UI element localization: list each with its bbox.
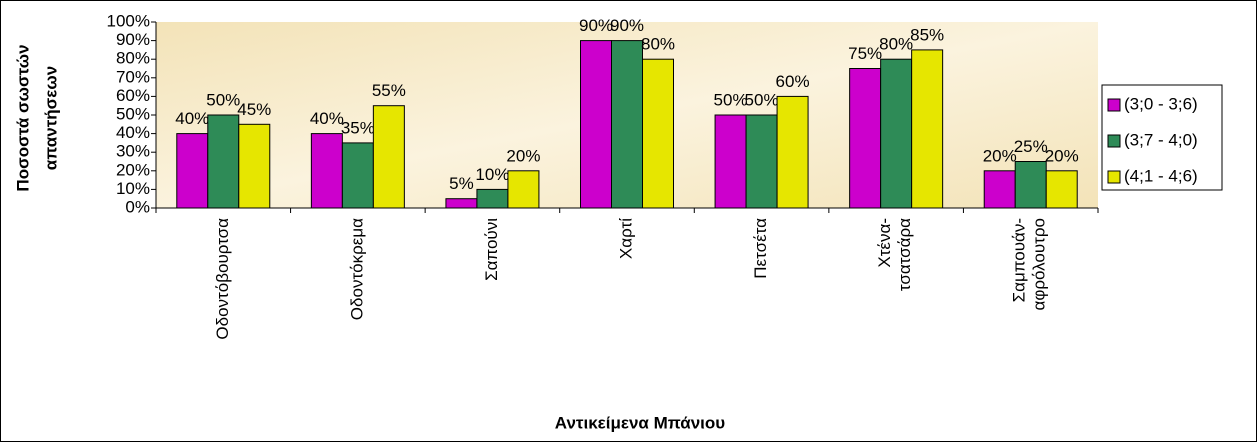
value-label: 55% xyxy=(372,81,406,100)
value-label: 10% xyxy=(475,165,509,184)
y-axis-label: απαντήσεων xyxy=(41,66,60,170)
bar xyxy=(341,142,374,209)
y-tick-label: 90% xyxy=(116,30,150,49)
value-label: 50% xyxy=(745,90,779,109)
bar xyxy=(1045,170,1078,209)
value-label: 35% xyxy=(341,118,375,137)
value-label: 20% xyxy=(983,146,1017,165)
value-label: 90% xyxy=(579,16,613,35)
value-label: 50% xyxy=(714,90,748,109)
bar xyxy=(911,49,944,209)
y-tick-label: 100% xyxy=(107,11,150,30)
bar xyxy=(176,133,209,209)
bar xyxy=(745,114,778,209)
value-label: 20% xyxy=(1045,146,1079,165)
bar xyxy=(642,58,674,209)
value-label: 80% xyxy=(879,35,913,54)
bar xyxy=(507,170,540,209)
value-label: 5% xyxy=(449,174,474,193)
legend-label: (3;7 - 4;0) xyxy=(1124,130,1198,149)
y-tick-label: 50% xyxy=(116,104,150,123)
bar xyxy=(880,58,913,209)
x-tick-label: Πετσέτα xyxy=(751,218,770,279)
y-tick-label: 30% xyxy=(116,142,150,161)
value-label: 80% xyxy=(641,35,675,54)
y-tick-label: 10% xyxy=(116,179,150,198)
y-tick-label: 60% xyxy=(116,86,150,105)
x-axis-label: Αντικείμενα Μπάνιου xyxy=(555,413,725,432)
bar xyxy=(580,40,612,209)
bar xyxy=(445,198,478,209)
bar xyxy=(372,105,405,209)
bar xyxy=(1014,161,1047,209)
x-tick-label: Χτένα-τσατσάρα xyxy=(876,218,915,291)
y-tick-label: 0% xyxy=(125,197,150,216)
value-label: 20% xyxy=(506,146,540,165)
value-label: 45% xyxy=(237,100,271,119)
value-label: 25% xyxy=(1014,137,1048,156)
value-label: 90% xyxy=(610,16,644,35)
bar xyxy=(714,114,747,209)
x-tick-label: Χαρτί xyxy=(616,218,635,259)
bar xyxy=(611,40,643,209)
y-axis-label: Ποσοστά σωστών xyxy=(13,44,32,191)
y-tick-label: 80% xyxy=(116,49,150,68)
bar xyxy=(849,68,882,209)
x-tick-label: Σαμπουάν-αφρόλουτρο xyxy=(1010,218,1049,311)
bar xyxy=(207,114,240,209)
x-tick-label: Οδοντόκρεμα xyxy=(347,218,366,320)
legend-label: (4;1 - 4;6) xyxy=(1124,166,1198,185)
x-tick-label: Οδοντόβουρτσα xyxy=(213,218,232,340)
x-tick-label: Σαπούνι xyxy=(482,218,501,281)
legend-label: (3;0 - 3;6) xyxy=(1124,94,1198,113)
legend-swatch xyxy=(1107,98,1121,112)
y-tick-label: 20% xyxy=(116,160,150,179)
bar xyxy=(776,95,809,209)
legend-swatch xyxy=(1107,170,1121,184)
value-label: 75% xyxy=(848,44,882,63)
bar xyxy=(476,188,509,209)
y-tick-label: 70% xyxy=(116,67,150,86)
y-tick-label: 40% xyxy=(116,123,150,142)
legend xyxy=(1101,84,1223,191)
bar xyxy=(238,123,271,209)
bar xyxy=(983,170,1016,209)
legend-swatch xyxy=(1107,134,1121,148)
value-label: 50% xyxy=(206,90,240,109)
value-label: 40% xyxy=(175,109,209,128)
value-label: 60% xyxy=(776,72,810,91)
value-label: 85% xyxy=(910,25,944,44)
value-label: 40% xyxy=(310,109,344,128)
bar xyxy=(310,133,343,209)
